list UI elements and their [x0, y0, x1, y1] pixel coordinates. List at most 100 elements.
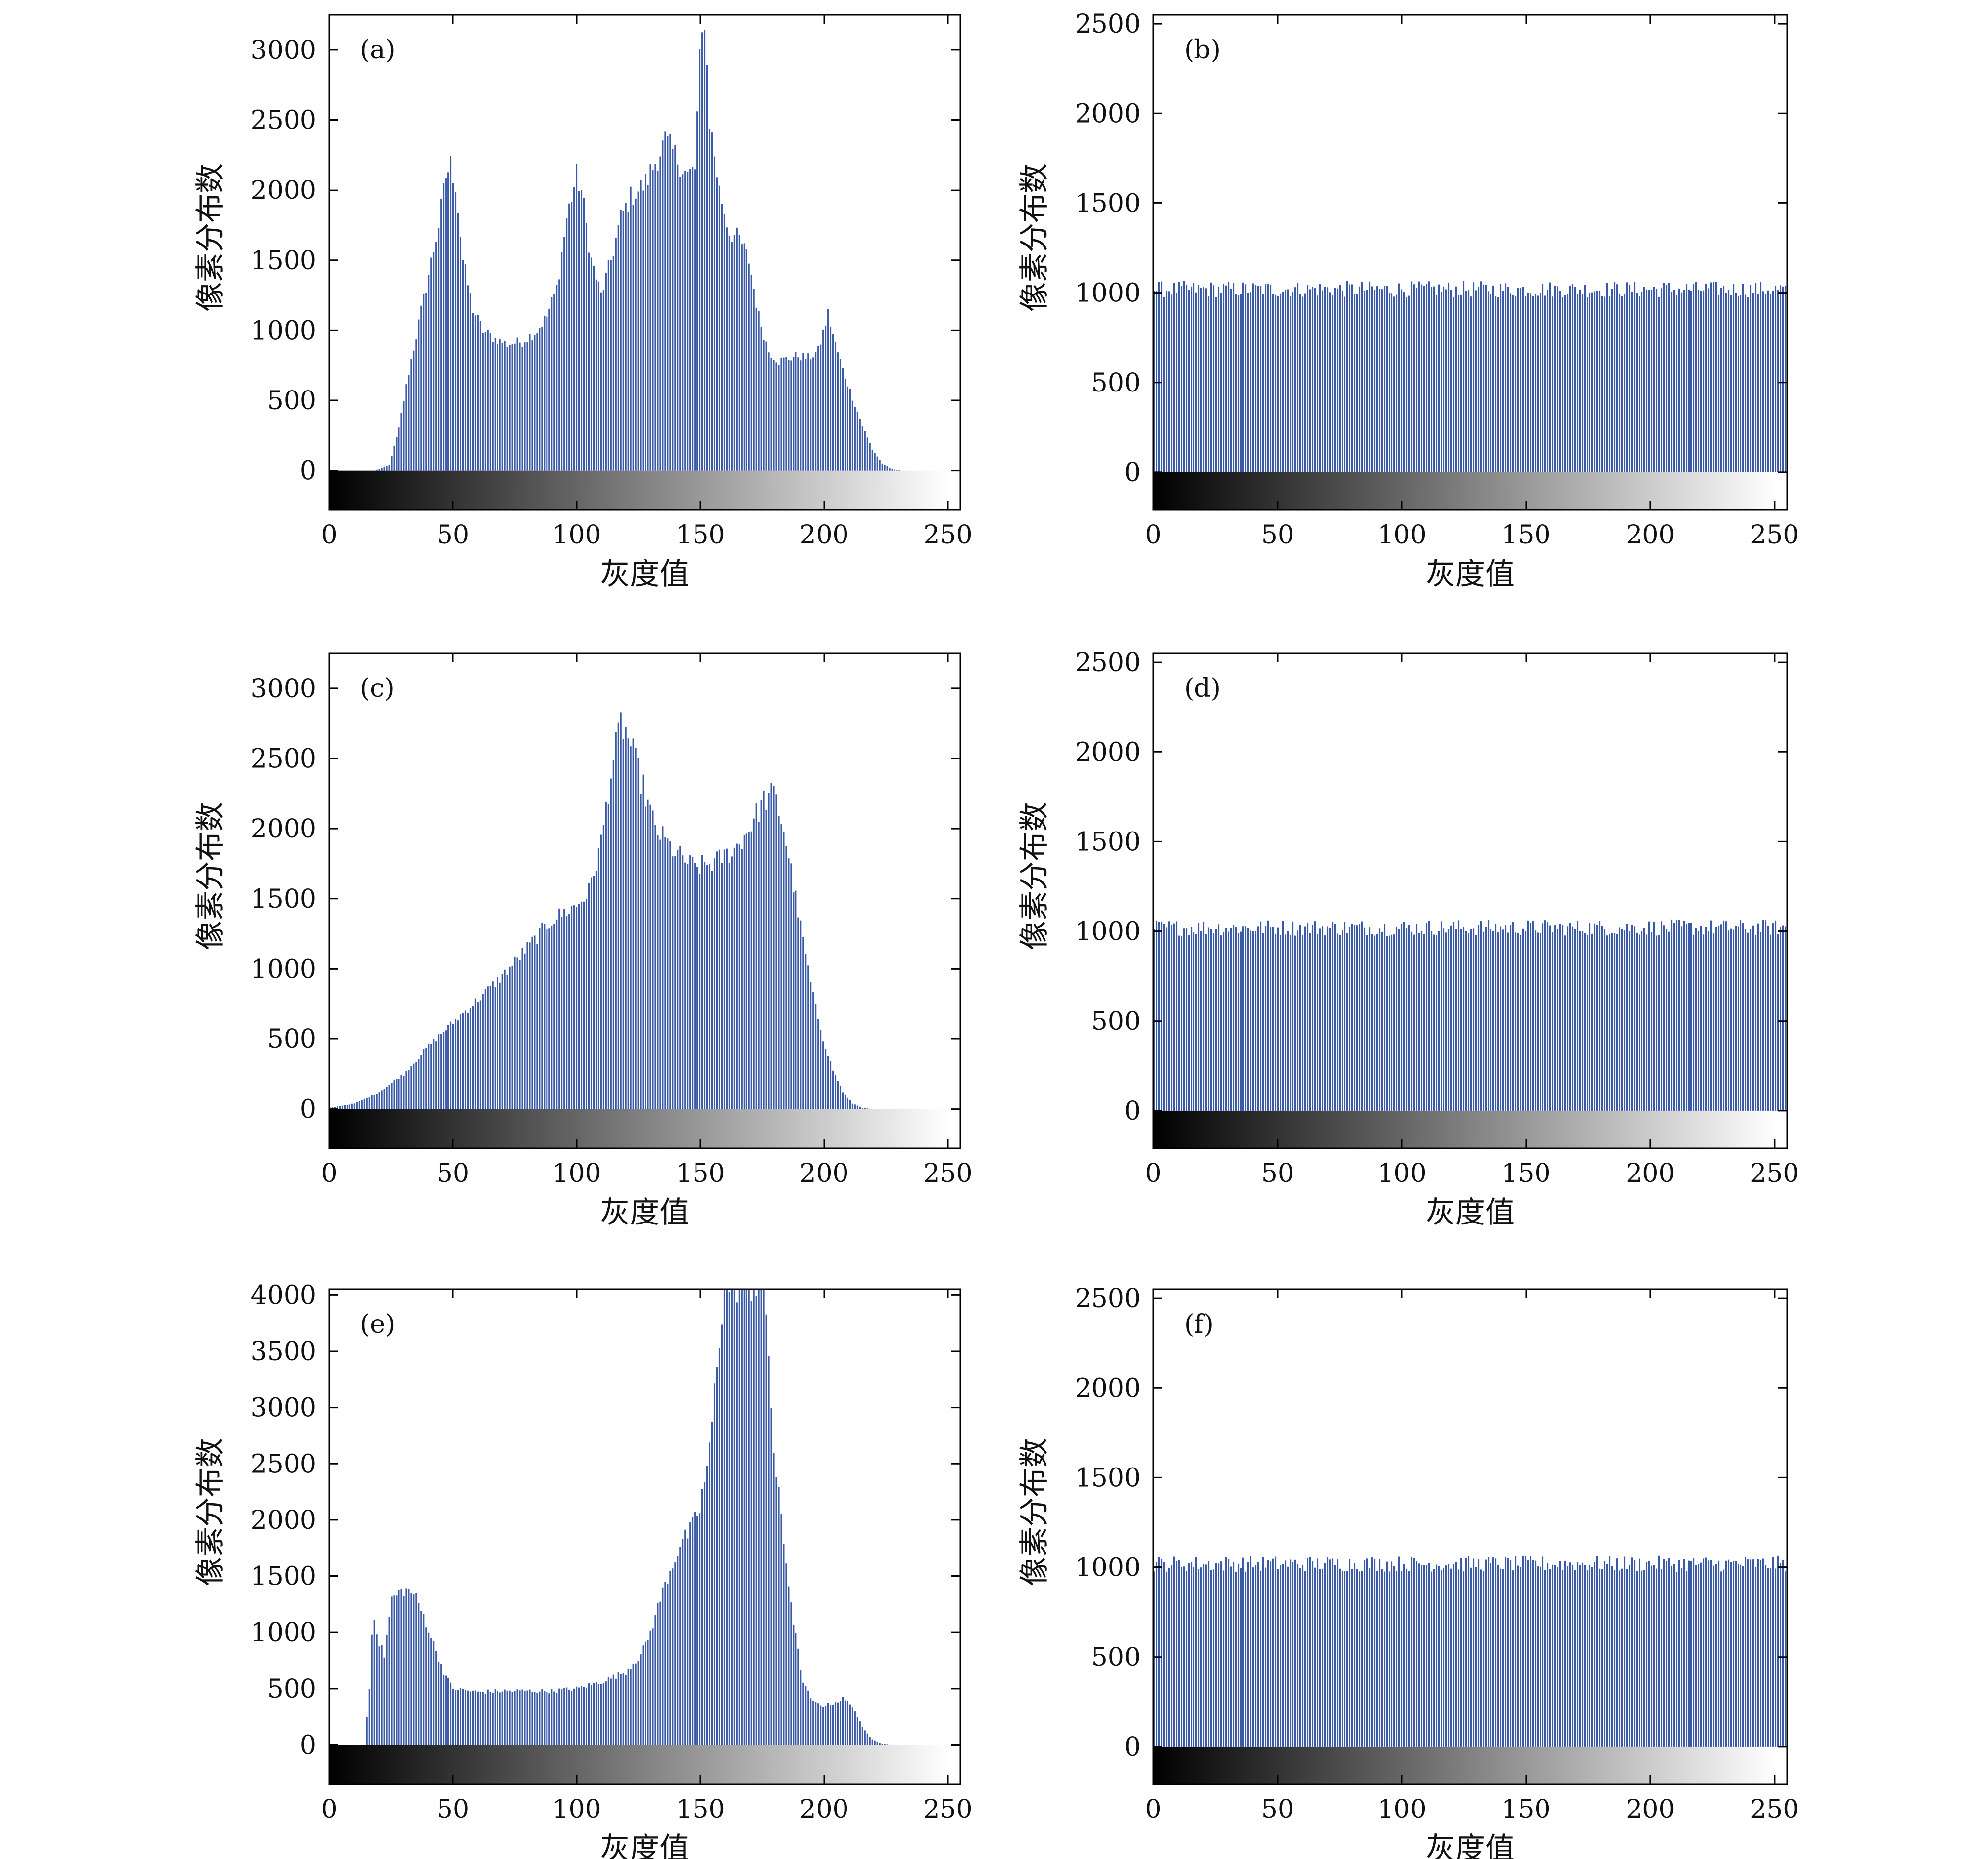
histogram-bar [1695, 281, 1697, 472]
histogram-bar [645, 174, 646, 471]
histogram-bar [785, 357, 787, 471]
histogram-bar [874, 453, 876, 471]
histogram-bar [1228, 1559, 1230, 1747]
histogram-bar [854, 1104, 856, 1109]
histogram-bar [1535, 1560, 1537, 1747]
histogram-bar [482, 994, 484, 1109]
histogram-bar [708, 1442, 711, 1745]
histogram-bar [484, 332, 486, 471]
histogram-bar [1327, 926, 1329, 1111]
histogram-bar [753, 818, 755, 1109]
histogram-bar [405, 1071, 407, 1109]
histogram-bar [566, 218, 568, 471]
histogram-bar [546, 1692, 548, 1745]
histogram-bar [682, 855, 684, 1109]
histogram-bar [874, 1740, 876, 1745]
histogram-bar [1651, 1565, 1653, 1747]
histogram-bar [450, 156, 452, 471]
histogram-bar [741, 244, 743, 471]
histogram-bar [780, 357, 782, 471]
histogram-bar [561, 1689, 563, 1745]
histogram-bar [578, 904, 580, 1109]
histogram-bar [637, 1661, 639, 1745]
histogram-bar [1567, 294, 1569, 472]
histogram-bar [711, 1422, 713, 1745]
histogram-bar [1443, 928, 1445, 1111]
histogram-bar [1515, 932, 1517, 1111]
histogram-bar [1591, 292, 1593, 472]
histogram-bar [1438, 931, 1440, 1111]
histogram-bar [733, 1289, 735, 1745]
histogram-bar [1168, 1567, 1170, 1747]
histogram-bar [1626, 924, 1628, 1111]
x-tick-label: 50 [1261, 1159, 1294, 1188]
histogram-bar [1225, 928, 1227, 1111]
histogram-bar [1381, 289, 1383, 472]
histogram-bar [679, 846, 681, 1109]
histogram-bar [797, 917, 799, 1109]
histogram-bar [1713, 933, 1715, 1111]
histogram-bar [1381, 932, 1383, 1111]
histogram-bar [1322, 1568, 1324, 1747]
histogram-bar [800, 920, 802, 1109]
histogram-bar [482, 333, 484, 471]
histogram-bar [509, 966, 511, 1109]
histogram-bar [1688, 1560, 1690, 1747]
histogram-bar [1307, 923, 1309, 1111]
histogram-bar [640, 794, 642, 1109]
histogram-bar [820, 344, 822, 471]
histogram-bar [595, 279, 597, 471]
histogram-bar [1176, 293, 1178, 472]
histogram-bar [805, 359, 807, 471]
histogram-bar [765, 1314, 767, 1745]
histogram-bar [721, 1324, 723, 1745]
histogram-bar [669, 133, 671, 471]
histogram-bar [1639, 1558, 1640, 1747]
histogram-bar [1158, 922, 1160, 1111]
histogram-bar [1346, 933, 1348, 1111]
histogram-bar [568, 914, 570, 1109]
histogram-bar [763, 790, 765, 1109]
histogram-bar [1376, 1571, 1378, 1747]
histogram-bar [652, 810, 654, 1109]
histogram-bar [736, 843, 738, 1109]
histogram-bar [645, 1641, 646, 1745]
histogram-bar [1379, 928, 1381, 1111]
histogram-bar [1634, 926, 1636, 1111]
histogram-bar [881, 463, 883, 471]
histogram-bar [861, 426, 863, 471]
x-tick-label: 250 [923, 520, 972, 550]
histogram-bar [1542, 1556, 1544, 1747]
histogram-bar [501, 1691, 503, 1745]
histogram-bar [1579, 931, 1581, 1111]
histogram-bar [738, 844, 740, 1109]
x-tick-label: 0 [321, 1795, 337, 1824]
histogram-bar [790, 1602, 792, 1745]
histogram-bar [1643, 287, 1645, 472]
histogram-bar [563, 237, 565, 471]
histogram-bar [866, 1108, 868, 1109]
histogram-bar [851, 1707, 853, 1745]
histogram-bar [1282, 292, 1284, 472]
histogram-bar [499, 1692, 501, 1745]
histogram-bar [1364, 1560, 1366, 1747]
histogram-bar [1752, 925, 1754, 1111]
histogram-bar [504, 969, 506, 1109]
histogram-bar [1693, 1558, 1695, 1747]
histogram-bar [435, 242, 437, 471]
histogram-bar [1718, 295, 1720, 472]
histogram-bar [1527, 920, 1529, 1111]
histogram-bar [541, 327, 543, 471]
histogram-bar [1406, 928, 1408, 1111]
histogram-bar [1334, 1565, 1336, 1747]
histogram-bar [1396, 1571, 1398, 1747]
histogram-bar [1319, 284, 1321, 472]
histogram-bar [593, 266, 595, 471]
histogram-bar [805, 1686, 807, 1745]
histogram-bar [529, 942, 531, 1109]
histogram-bar [1262, 1557, 1264, 1747]
histogram-bar [711, 132, 713, 471]
panel-label: (b) [1184, 35, 1221, 65]
histogram-bar [445, 178, 447, 471]
histogram-bar [1218, 924, 1220, 1111]
